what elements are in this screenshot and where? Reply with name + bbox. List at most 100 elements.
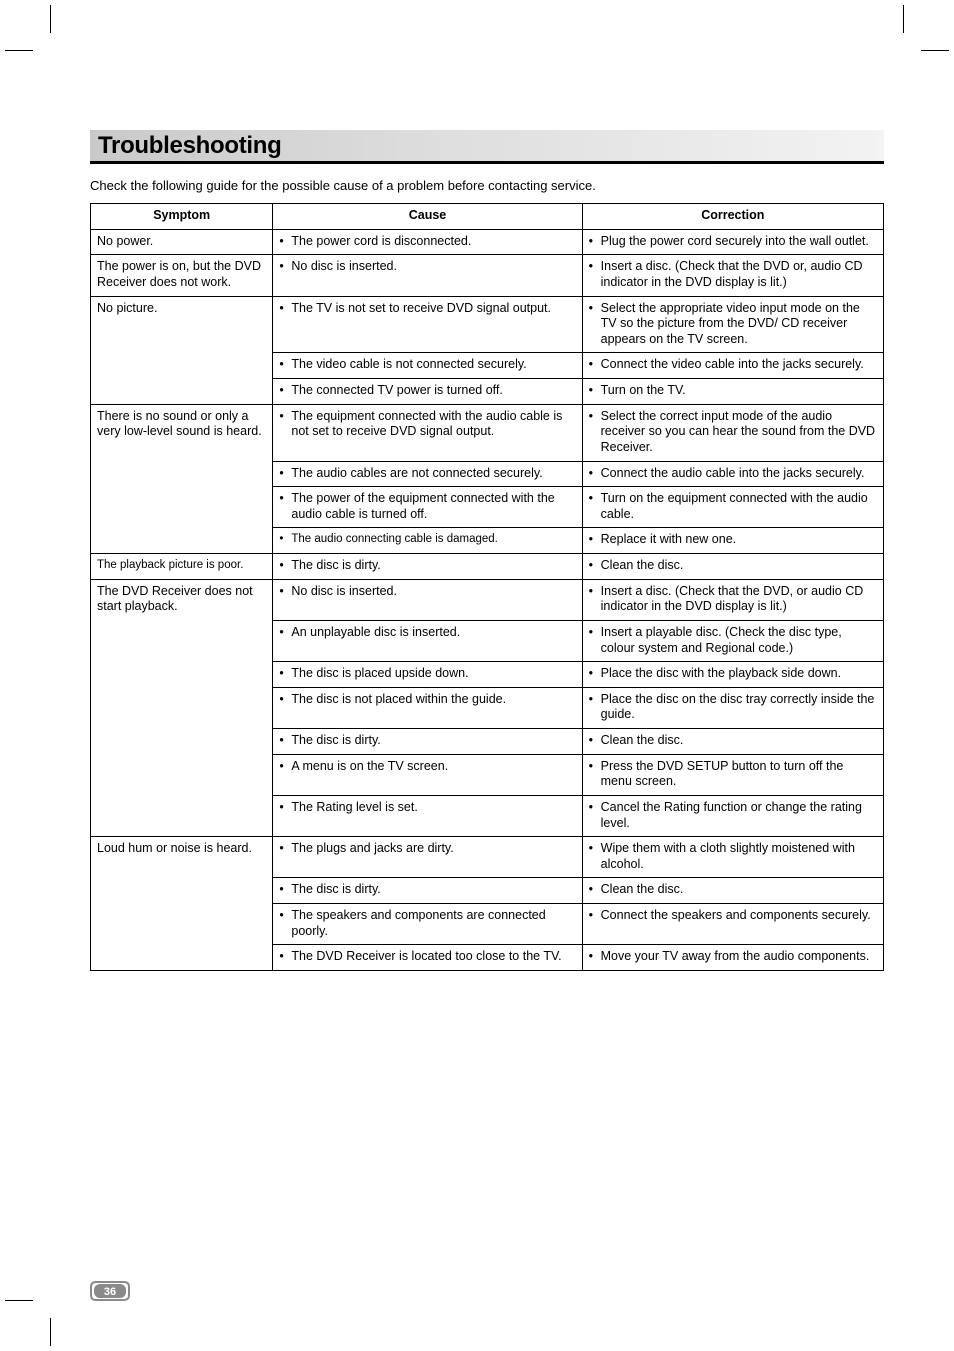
bullet-item: •Place the disc on the disc tray correct… [589, 692, 877, 723]
correction-cell: •Clean the disc. [582, 554, 883, 580]
correction-cell: •Select the correct input mode of the au… [582, 404, 883, 461]
correction-cell: •Press the DVD SETUP button to turn off … [582, 754, 883, 795]
bullet-item: •The connected TV power is turned off. [279, 383, 575, 399]
bullet-item: •Wipe them with a cloth slightly moisten… [589, 841, 877, 872]
bullet-text: Connect the audio cable into the jacks s… [601, 466, 877, 482]
bullet-text: The power cord is disconnected. [291, 234, 575, 250]
bullet-text: Select the appropriate video input mode … [601, 301, 877, 348]
section-heading: Troubleshooting [98, 132, 281, 159]
bullet-icon: • [589, 584, 601, 615]
cause-cell: •No disc is inserted. [273, 255, 582, 296]
page: Troubleshooting Check the following guid… [0, 0, 954, 1351]
cause-cell: •The disc is dirty. [273, 729, 582, 755]
bullet-item: •A menu is on the TV screen. [279, 759, 575, 775]
bullet-item: •Turn on the equipment connected with th… [589, 491, 877, 522]
bullet-text: The Rating level is set. [291, 800, 575, 816]
correction-cell: •Insert a disc. (Check that the DVD or, … [582, 255, 883, 296]
bullet-icon: • [279, 558, 291, 574]
cause-cell: •The equipment connected with the audio … [273, 404, 582, 461]
bullet-item: •The disc is dirty. [279, 558, 575, 574]
symptom-cell: No power. [91, 229, 273, 255]
bullet-text: Move your TV away from the audio compone… [601, 949, 877, 965]
cause-cell: •The audio connecting cable is damaged. [273, 528, 582, 554]
section-heading-bar: Troubleshooting [90, 130, 884, 164]
troubleshooting-table: Symptom Cause Correction No power.•The p… [90, 203, 884, 971]
bullet-icon: • [589, 949, 601, 965]
page-number-badge: 36 [90, 1281, 130, 1301]
bullet-text: Clean the disc. [601, 558, 877, 574]
bullet-item: •The disc is not placed within the guide… [279, 692, 575, 708]
bullet-text: The audio cables are not connected secur… [291, 466, 575, 482]
bullet-text: No disc is inserted. [291, 259, 575, 275]
correction-cell: •Cancel the Rating function or change th… [582, 795, 883, 836]
symptom-cell: Loud hum or noise is heard. [91, 837, 273, 971]
col-symptom: Symptom [91, 204, 273, 230]
symptom-cell: The power is on, but the DVD Receiver do… [91, 255, 273, 296]
cause-cell: •The power of the equipment connected wi… [273, 487, 582, 528]
bullet-text: The connected TV power is turned off. [291, 383, 575, 399]
bullet-icon: • [279, 532, 291, 546]
table-row: The power is on, but the DVD Receiver do… [91, 255, 884, 296]
bullet-text: The audio connecting cable is damaged. [291, 532, 575, 546]
correction-cell: •Connect the video cable into the jacks … [582, 353, 883, 379]
bullet-icon: • [279, 466, 291, 482]
correction-cell: •Insert a disc. (Check that the DVD, or … [582, 579, 883, 620]
bullet-icon: • [589, 800, 601, 831]
bullet-text: Insert a playable disc. (Check the disc … [601, 625, 877, 656]
bullet-item: •Turn on the TV. [589, 383, 877, 399]
bullet-text: Place the disc with the playback side do… [601, 666, 877, 682]
bullet-icon: • [279, 733, 291, 749]
bullet-item: •The power of the equipment connected wi… [279, 491, 575, 522]
bullet-text: Place the disc on the disc tray correctl… [601, 692, 877, 723]
cause-cell: •No disc is inserted. [273, 579, 582, 620]
bullet-icon: • [279, 666, 291, 682]
bullet-item: •Press the DVD SETUP button to turn off … [589, 759, 877, 790]
bullet-icon: • [589, 666, 601, 682]
bullet-icon: • [589, 759, 601, 790]
bullet-text: Wipe them with a cloth slightly moistene… [601, 841, 877, 872]
bullet-text: The disc is dirty. [291, 733, 575, 749]
table-header-row: Symptom Cause Correction [91, 204, 884, 230]
bullet-text: Cancel the Rating function or change the… [601, 800, 877, 831]
symptom-cell: The DVD Receiver does not start playback… [91, 579, 273, 837]
correction-cell: •Clean the disc. [582, 878, 883, 904]
cause-cell: •The Rating level is set. [273, 795, 582, 836]
page-number: 36 [104, 1286, 116, 1298]
bullet-item: •Clean the disc. [589, 733, 877, 749]
bullet-icon: • [589, 357, 601, 373]
cause-cell: •The disc is not placed within the guide… [273, 687, 582, 728]
bullet-item: •Move your TV away from the audio compon… [589, 949, 877, 965]
correction-cell: •Turn on the TV. [582, 379, 883, 405]
bullet-text: The disc is dirty. [291, 882, 575, 898]
bullet-text: The equipment connected with the audio c… [291, 409, 575, 440]
correction-cell: •Turn on the equipment connected with th… [582, 487, 883, 528]
bullet-item: •The video cable is not connected secure… [279, 357, 575, 373]
bullet-item: •The DVD Receiver is located too close t… [279, 949, 575, 965]
cause-cell: •The plugs and jacks are dirty. [273, 837, 582, 878]
cause-cell: •The video cable is not connected secure… [273, 353, 582, 379]
col-cause: Cause [273, 204, 582, 230]
bullet-text: The disc is dirty. [291, 558, 575, 574]
bullet-item: •Clean the disc. [589, 558, 877, 574]
bullet-item: •Cancel the Rating function or change th… [589, 800, 877, 831]
bullet-icon: • [279, 357, 291, 373]
correction-cell: •Move your TV away from the audio compon… [582, 945, 883, 971]
bullet-icon: • [279, 800, 291, 816]
bullet-text: The disc is not placed within the guide. [291, 692, 575, 708]
bullet-text: Plug the power cord securely into the wa… [601, 234, 877, 250]
bullet-item: •The speakers and components are connect… [279, 908, 575, 939]
table-row: No picture.•The TV is not set to receive… [91, 296, 884, 353]
bullet-text: Clean the disc. [601, 733, 877, 749]
bullet-icon: • [279, 759, 291, 775]
correction-cell: •Select the appropriate video input mode… [582, 296, 883, 353]
table-row: There is no sound or only a very low-lev… [91, 404, 884, 461]
bullet-icon: • [279, 383, 291, 399]
bullet-item: •Connect the audio cable into the jacks … [589, 466, 877, 482]
bullet-item: •Place the disc with the playback side d… [589, 666, 877, 682]
bullet-item: •The TV is not set to receive DVD signal… [279, 301, 575, 317]
bullet-text: Replace it with new one. [601, 532, 877, 548]
correction-cell: •Wipe them with a cloth slightly moisten… [582, 837, 883, 878]
bullet-item: •The plugs and jacks are dirty. [279, 841, 575, 857]
bullet-item: •The Rating level is set. [279, 800, 575, 816]
bullet-text: Connect the speakers and components secu… [601, 908, 877, 924]
